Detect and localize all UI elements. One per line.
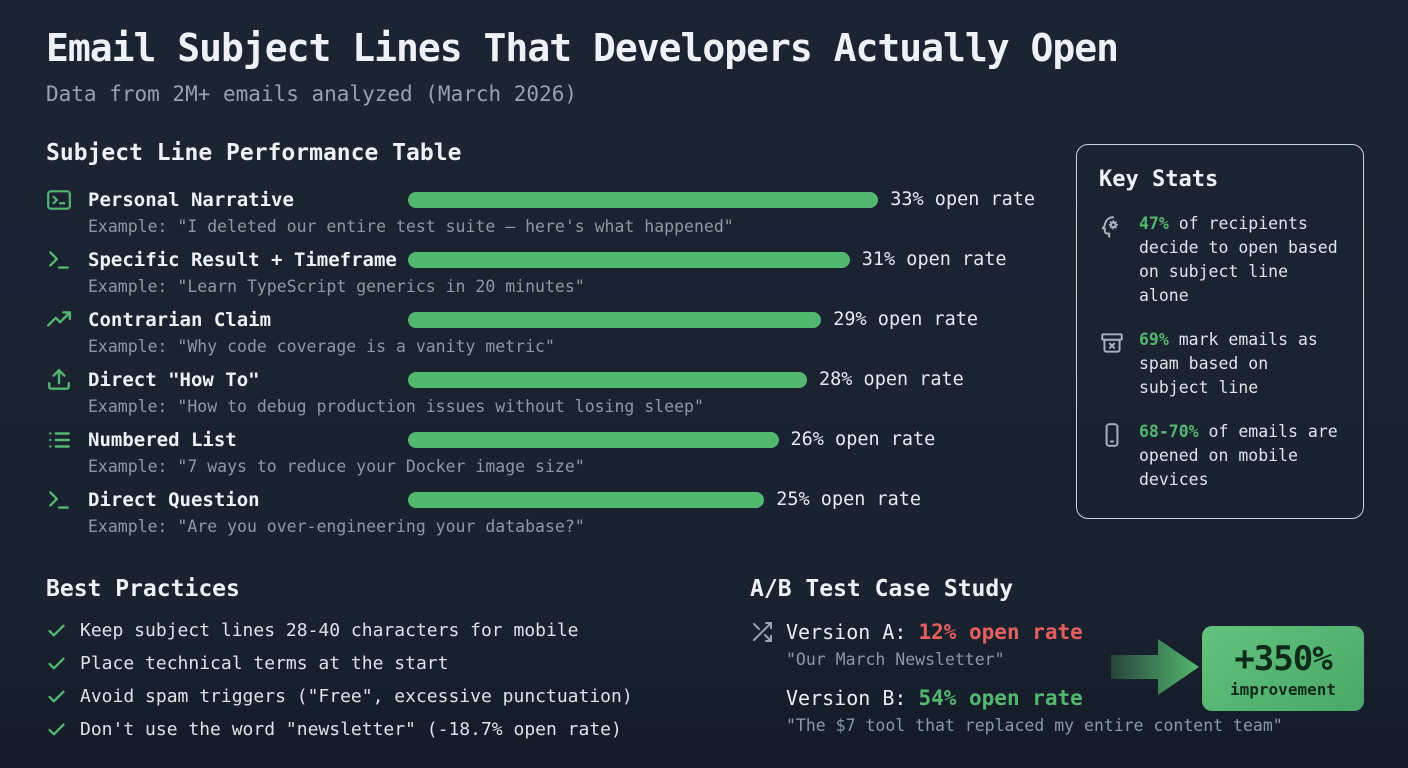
- open-rate-value: 28% open rate: [819, 369, 964, 390]
- stat-text: 69% mark emails as spam based on subject…: [1139, 330, 1318, 397]
- open-rate-bar: [408, 311, 822, 328]
- open-rate-bar: [408, 431, 779, 448]
- head-gear-icon: [1099, 214, 1125, 240]
- subject-type-label: Contrarian Claim: [88, 308, 272, 331]
- version-a-label: Version A:: [786, 620, 919, 644]
- subject-type-label: Specific Result + Timeframe: [88, 248, 397, 271]
- key-stats-heading: Key Stats: [1099, 167, 1219, 192]
- open-rate-bar: [408, 491, 765, 508]
- list-icon: [46, 427, 72, 453]
- version-b-example: "The $7 tool that replaced my entire con…: [786, 716, 1283, 735]
- upload-icon: [46, 367, 72, 393]
- spam-box-icon: [1099, 330, 1125, 356]
- version-a-value: 12% open rate: [918, 620, 1083, 644]
- performance-row: Specific Result + Timeframe 31% open rat…: [46, 246, 1034, 297]
- check-icon: [46, 686, 67, 707]
- trending-up-icon: [46, 307, 72, 333]
- stat-highlight: 69%: [1139, 330, 1169, 349]
- best-practice-text: Don't use the word "newsletter" (-18.7% …: [80, 719, 622, 740]
- shuffle-icon: [750, 620, 774, 644]
- improvement-badge: +350% improvement: [1202, 626, 1364, 711]
- open-rate-value: 33% open rate: [890, 189, 1036, 210]
- check-icon: [46, 653, 67, 674]
- improvement-label: improvement: [1230, 680, 1336, 699]
- stat-item: 47% of recipients decide to open based o…: [1099, 212, 1343, 308]
- subject-example: Example: "Are you over-engineering your …: [88, 517, 585, 536]
- performance-row: Contrarian Claim 29% open rate Example: …: [46, 306, 1034, 357]
- page-subtitle: Data from 2M+ emails analyzed (March 202…: [46, 82, 578, 106]
- check-icon: [46, 620, 67, 641]
- check-icon: [46, 719, 67, 740]
- version-b-label: Version B:: [786, 686, 919, 710]
- best-practice-item: Avoid spam triggers ("Free", excessive p…: [46, 686, 750, 707]
- best-practice-item: Place technical terms at the start: [46, 653, 750, 674]
- stat-item: 69% mark emails as spam based on subject…: [1099, 328, 1343, 400]
- performance-row: Personal Narrative 33% open rate Example…: [46, 186, 1036, 237]
- terminal-prompt-icon: [46, 247, 72, 273]
- subject-example: Example: "I deleted our entire test suit…: [88, 217, 734, 236]
- subject-example: Example: "How to debug production issues…: [88, 397, 704, 416]
- infographic-page: Email Subject Lines That Developers Actu…: [46, 26, 1364, 752]
- best-practice-text: Place technical terms at the start: [80, 653, 449, 674]
- subject-type-label: Direct "How To": [88, 368, 260, 391]
- open-rate-bar: [408, 191, 879, 208]
- stat-text: 68-70% of emails are opened on mobile de…: [1139, 422, 1338, 489]
- performance-row: Numbered List 26% open rate Example: "7 …: [46, 426, 1034, 477]
- performance-heading: Subject Line Performance Table: [46, 140, 462, 166]
- mobile-icon: [1099, 422, 1125, 448]
- performance-table: Subject Line Performance Table Personal …: [46, 140, 1036, 546]
- best-practices-panel: Best Practices Keep subject lines 28-40 …: [46, 576, 750, 752]
- top-section: Subject Line Performance Table Personal …: [46, 140, 1364, 546]
- best-practice-text: Avoid spam triggers ("Free", excessive p…: [80, 686, 633, 707]
- improvement-callout: +350% improvement: [1111, 626, 1364, 711]
- best-practices-heading: Best Practices: [46, 576, 240, 602]
- ab-test-heading: A/B Test Case Study: [750, 576, 1014, 602]
- stat-highlight: 68-70%: [1139, 422, 1199, 441]
- version-b-row: Version B: 54% open rate: [786, 686, 1364, 710]
- bottom-section: Best Practices Keep subject lines 28-40 …: [46, 576, 1364, 752]
- open-rate-bar: [408, 251, 850, 268]
- stat-item: 68-70% of emails are opened on mobile de…: [1099, 420, 1343, 492]
- key-stats-panel: Key Stats 47% of recipients decide to op…: [1076, 144, 1364, 519]
- stat-highlight: 47%: [1139, 214, 1169, 233]
- version-a-row: Version A: 12% open rate: [750, 620, 1364, 644]
- subject-type-label: Numbered List: [88, 428, 237, 451]
- best-practice-text: Keep subject lines 28-40 characters for …: [80, 620, 579, 641]
- terminal-prompt-icon: [46, 487, 72, 513]
- subject-example: Example: "Learn TypeScript generics in 2…: [88, 277, 585, 296]
- best-practice-item: Keep subject lines 28-40 characters for …: [46, 620, 750, 641]
- subject-type-label: Personal Narrative: [88, 188, 294, 211]
- subject-example: Example: "Why code coverage is a vanity …: [88, 337, 555, 356]
- ab-test-panel: A/B Test Case Study Version A: 12% open …: [750, 576, 1364, 752]
- best-practice-item: Don't use the word "newsletter" (-18.7% …: [46, 719, 750, 740]
- version-b-value: 54% open rate: [918, 686, 1083, 710]
- open-rate-value: 29% open rate: [833, 309, 979, 330]
- stat-text: 47% of recipients decide to open based o…: [1139, 214, 1338, 305]
- open-rate-bar: [408, 371, 807, 388]
- improvement-value: +350%: [1234, 639, 1332, 679]
- arrow-right-icon: [1111, 634, 1199, 704]
- open-rate-value: 31% open rate: [861, 249, 1007, 270]
- performance-row: Direct "How To" 28% open rate Example: "…: [46, 366, 1034, 417]
- page-title: Email Subject Lines That Developers Actu…: [46, 26, 1119, 70]
- subject-example: Example: "7 ways to reduce your Docker i…: [88, 457, 585, 476]
- open-rate-value: 25% open rate: [776, 489, 922, 510]
- performance-row: Direct Question 25% open rate Example: "…: [46, 486, 1034, 537]
- version-a-example: "Our March Newsletter": [786, 650, 1005, 669]
- subject-type-label: Direct Question: [88, 488, 260, 511]
- terminal-window-icon: [46, 187, 72, 213]
- open-rate-value: 26% open rate: [790, 429, 936, 450]
